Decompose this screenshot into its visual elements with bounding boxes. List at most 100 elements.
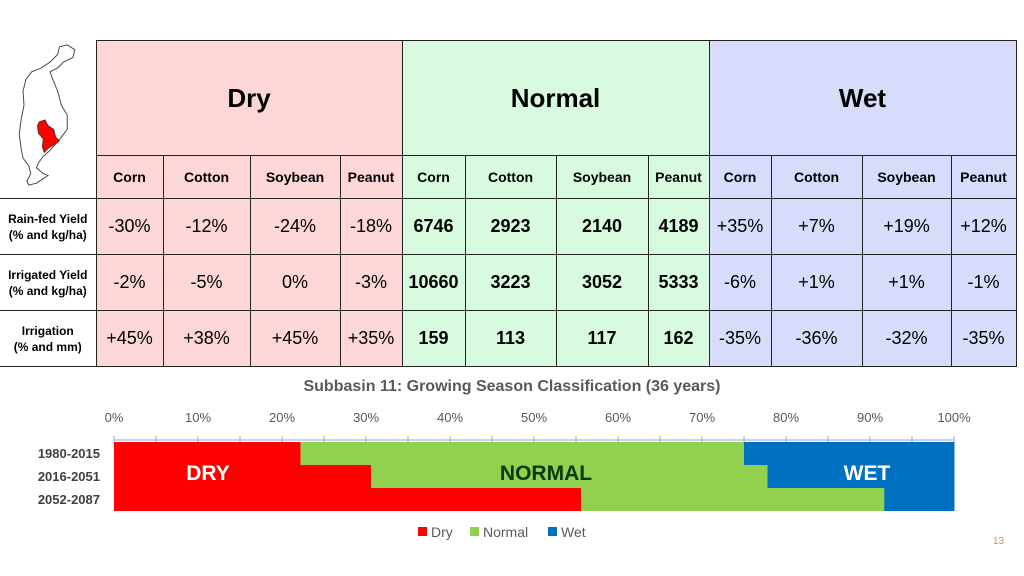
cell-dry-cotton: -12% <box>162 198 251 255</box>
cell-wet-corn: -6% <box>708 254 772 311</box>
cell-dry-peanut: +35% <box>339 310 403 367</box>
table-row: Rain-fed Yield (% and kg/ha) -30% -12% -24% -… <box>0 198 1017 255</box>
cell-normal-soybean: 2140 <box>555 198 649 255</box>
cell-normal-corn: 6746 <box>401 198 466 255</box>
crop-header-dry-cotton: Cotton <box>162 155 251 199</box>
legend-swatch-normal <box>470 527 479 536</box>
legend-swatch-dry <box>418 527 427 536</box>
chart-title: Subbasin 11: Growing Season Classificati… <box>303 378 721 395</box>
cell-wet-peanut: -35% <box>950 310 1017 367</box>
cell-wet-peanut: +12% <box>950 198 1017 255</box>
cell-wet-cotton: -36% <box>770 310 863 367</box>
subbasin-11-highlight <box>37 119 61 154</box>
cell-wet-corn: +35% <box>708 198 772 255</box>
page-number: 13 <box>993 536 1005 547</box>
bar-dry-2016-2051 <box>114 465 372 488</box>
classification-chart: Subbasin 11: Growing Season Classificati… <box>0 370 1024 575</box>
row-label: Irrigated Yield (% and kg/ha) <box>0 254 97 311</box>
group-dry: Dry <box>95 40 403 156</box>
bar-normal-1980-2015 <box>300 442 745 465</box>
cell-normal-peanut: 162 <box>647 310 710 367</box>
cell-dry-corn: +45% <box>95 310 164 367</box>
y-category-label: 2016-2051 <box>38 469 100 484</box>
cell-wet-soybean: +1% <box>861 254 952 311</box>
crop-header-dry-soybean: Soybean <box>249 155 341 199</box>
bar-wet-2052-2087 <box>884 488 955 511</box>
row-label: Irrigation (% and mm) <box>0 310 97 367</box>
cell-dry-soybean: -24% <box>249 198 341 255</box>
cell-dry-soybean: +45% <box>249 310 341 367</box>
annotation-wet: WET <box>844 462 891 485</box>
crop-header-normal-soybean: Soybean <box>555 155 649 199</box>
crop-header-wet-corn: Corn <box>708 155 772 199</box>
legend-label: Dry <box>431 524 453 540</box>
cell-dry-peanut: -3% <box>339 254 403 311</box>
x-tick-label: 0% <box>105 410 124 425</box>
annotation-normal: NORMAL <box>500 462 592 485</box>
crop-header-wet-peanut: Peanut <box>950 155 1017 199</box>
y-category-label: 2052-2087 <box>38 492 100 507</box>
cell-normal-cotton: 2923 <box>464 198 557 255</box>
x-tick-label: 100% <box>937 410 971 425</box>
bar-wet-1980-2015 <box>744 442 955 465</box>
cell-wet-soybean: +19% <box>861 198 952 255</box>
x-tick-label: 90% <box>857 410 883 425</box>
bar-normal-2052-2087 <box>581 488 885 511</box>
legend-swatch-wet <box>548 527 557 536</box>
bar-dry-2052-2087 <box>114 488 582 511</box>
crop-header-normal-cotton: Cotton <box>464 155 557 199</box>
crop-header-normal-corn: Corn <box>401 155 466 199</box>
cell-normal-corn: 159 <box>401 310 466 367</box>
cell-wet-corn: -35% <box>708 310 772 367</box>
crop-header-dry-peanut: Peanut <box>339 155 403 199</box>
cell-wet-peanut: -1% <box>950 254 1017 311</box>
row-label-unit: (% and mm) <box>13 339 82 354</box>
yield-table: Dry Normal Wet Corn Cotton Soybean Peanut Co… <box>0 40 1017 367</box>
row-label-main: Rain-fed Yield <box>8 211 88 226</box>
row-label-main: Irrigated Yield <box>8 267 88 282</box>
crop-header-wet-cotton: Cotton <box>770 155 863 199</box>
bar-dry-1980-2015 <box>114 442 301 465</box>
x-tick-label: 70% <box>689 410 715 425</box>
annotation-dry: DRY <box>186 462 230 485</box>
cell-normal-corn: 10660 <box>401 254 466 311</box>
row-label-unit: (% and kg/ha) <box>8 283 87 298</box>
cell-dry-soybean: 0% <box>249 254 341 311</box>
cell-normal-peanut: 4189 <box>647 198 710 255</box>
chart-svg: 0% 10% 20% 30% 40% 50% 60% 70% 80% 90% 100% 1980-20… <box>38 410 971 540</box>
cell-dry-cotton: +38% <box>162 310 251 367</box>
row-label-unit: (% and kg/ha) <box>8 227 87 242</box>
x-tick-label: 10% <box>185 410 211 425</box>
crop-header-normal-peanut: Peanut <box>647 155 710 199</box>
cell-wet-cotton: +1% <box>770 254 863 311</box>
cell-dry-corn: -2% <box>95 254 164 311</box>
table-row: Irrigation (% and mm) +45% +38% +45% +35% 159 1… <box>0 310 1017 367</box>
bar-wet-2016-2051 <box>767 465 955 488</box>
cell-wet-cotton: +7% <box>770 198 863 255</box>
row-label-main: Irrigation <box>21 323 74 338</box>
table-row: Irrigated Yield (% and kg/ha) -2% -5% 0% -3% 1… <box>0 254 1017 311</box>
bar-normal-2016-2051 <box>371 465 769 488</box>
cell-normal-soybean: 117 <box>555 310 649 367</box>
subbasin-map <box>18 44 76 186</box>
cell-dry-peanut: -18% <box>339 198 403 255</box>
row-label: Rain-fed Yield (% and kg/ha) <box>0 198 97 255</box>
legend-label: Wet <box>561 524 586 540</box>
crop-header-dry-corn: Corn <box>95 155 164 199</box>
crop-header-wet-soybean: Soybean <box>861 155 952 199</box>
y-category-label: 1980-2015 <box>38 446 100 461</box>
cell-wet-soybean: -32% <box>861 310 952 367</box>
x-tick-label: 50% <box>521 410 547 425</box>
cell-dry-cotton: -5% <box>162 254 251 311</box>
legend-label: Normal <box>483 524 528 540</box>
x-tick-label: 60% <box>605 410 631 425</box>
cell-normal-cotton: 113 <box>464 310 557 367</box>
x-tick-label: 80% <box>773 410 799 425</box>
cell-normal-peanut: 5333 <box>647 254 710 311</box>
x-tick-label: 40% <box>437 410 463 425</box>
x-tick-label: 30% <box>353 410 379 425</box>
cell-dry-corn: -30% <box>95 198 164 255</box>
group-normal: Normal <box>401 40 710 156</box>
group-wet: Wet <box>708 40 1017 156</box>
cell-normal-soybean: 3052 <box>555 254 649 311</box>
